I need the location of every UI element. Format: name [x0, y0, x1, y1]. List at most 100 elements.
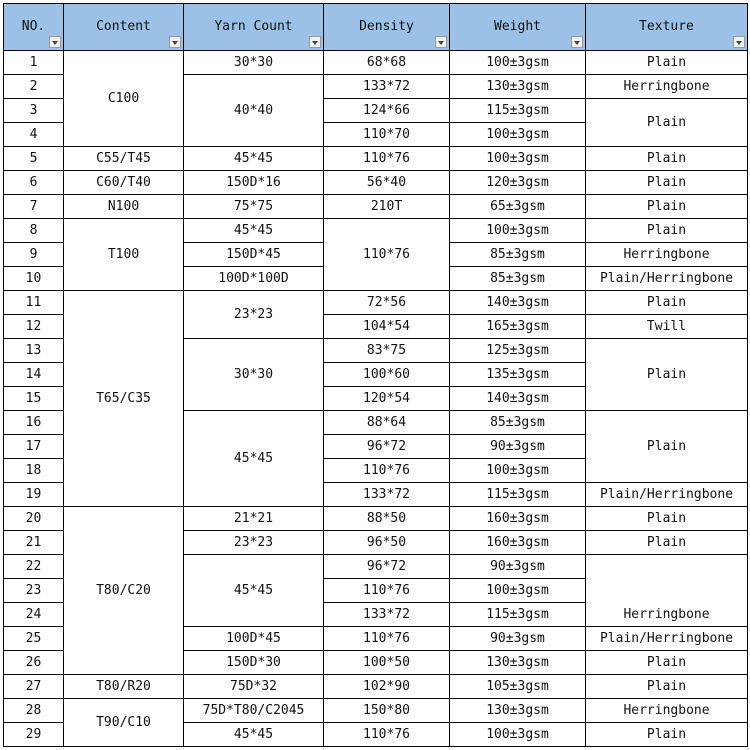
- cell-yarn-count[interactable]: 75*75: [183, 194, 324, 219]
- cell-density[interactable]: 83*75: [323, 338, 450, 363]
- filter-dropdown-icon[interactable]: [733, 36, 745, 48]
- cell-texture[interactable]: Herringbone: [585, 554, 748, 627]
- cell-texture[interactable]: Plain: [585, 146, 748, 171]
- cell-no[interactable]: 7: [3, 194, 64, 219]
- cell-texture[interactable]: Plain/Herringbone: [585, 266, 748, 291]
- cell-yarn-count[interactable]: 150D*30: [183, 650, 324, 675]
- cell-yarn-count[interactable]: 23*23: [183, 290, 324, 339]
- cell-content[interactable]: C100: [63, 50, 184, 147]
- cell-weight[interactable]: 130±3gsm: [449, 650, 586, 675]
- cell-density[interactable]: 110*76: [323, 146, 450, 171]
- cell-yarn-count[interactable]: 45*45: [183, 146, 324, 171]
- cell-weight[interactable]: 90±3gsm: [449, 554, 586, 579]
- cell-texture[interactable]: Herringbone: [585, 242, 748, 267]
- cell-weight[interactable]: 115±3gsm: [449, 602, 586, 627]
- cell-density[interactable]: 133*72: [323, 74, 450, 99]
- cell-weight[interactable]: 90±3gsm: [449, 434, 586, 459]
- cell-no[interactable]: 25: [3, 626, 64, 651]
- cell-yarn-count[interactable]: 21*21: [183, 506, 324, 531]
- cell-weight[interactable]: 115±3gsm: [449, 98, 586, 123]
- cell-density[interactable]: 56*40: [323, 170, 450, 195]
- cell-yarn-count[interactable]: 40*40: [183, 74, 324, 147]
- cell-no[interactable]: 20: [3, 506, 64, 531]
- cell-no[interactable]: 12: [3, 314, 64, 339]
- cell-weight[interactable]: 100±3gsm: [449, 722, 586, 747]
- cell-texture[interactable]: Plain: [585, 506, 748, 531]
- cell-density[interactable]: 96*50: [323, 530, 450, 555]
- cell-no[interactable]: 2: [3, 74, 64, 99]
- cell-content[interactable]: N100: [63, 194, 184, 219]
- cell-texture[interactable]: Twill: [585, 314, 748, 339]
- cell-density[interactable]: 210T: [323, 194, 450, 219]
- cell-no[interactable]: 4: [3, 122, 64, 147]
- cell-texture[interactable]: Plain: [585, 530, 748, 555]
- cell-texture[interactable]: Herringbone: [585, 698, 748, 723]
- cell-no[interactable]: 16: [3, 410, 64, 435]
- cell-weight[interactable]: 140±3gsm: [449, 290, 586, 315]
- cell-density[interactable]: 110*76: [323, 458, 450, 483]
- cell-weight[interactable]: 85±3gsm: [449, 410, 586, 435]
- cell-texture[interactable]: Plain: [585, 290, 748, 315]
- cell-density[interactable]: 120*54: [323, 386, 450, 411]
- cell-density[interactable]: 100*50: [323, 650, 450, 675]
- cell-density[interactable]: 133*72: [323, 602, 450, 627]
- cell-no[interactable]: 5: [3, 146, 64, 171]
- cell-weight[interactable]: 105±3gsm: [449, 674, 586, 699]
- cell-weight[interactable]: 130±3gsm: [449, 74, 586, 99]
- cell-no[interactable]: 10: [3, 266, 64, 291]
- cell-weight[interactable]: 135±3gsm: [449, 362, 586, 387]
- cell-no[interactable]: 17: [3, 434, 64, 459]
- cell-no[interactable]: 3: [3, 98, 64, 123]
- cell-yarn-count[interactable]: 100D*100D: [183, 266, 324, 291]
- cell-density[interactable]: 100*60: [323, 362, 450, 387]
- cell-yarn-count[interactable]: 30*30: [183, 338, 324, 411]
- cell-density[interactable]: 104*54: [323, 314, 450, 339]
- cell-texture[interactable]: Plain: [585, 338, 748, 411]
- cell-yarn-count[interactable]: 23*23: [183, 530, 324, 555]
- cell-density[interactable]: 88*64: [323, 410, 450, 435]
- cell-no[interactable]: 15: [3, 386, 64, 411]
- cell-texture[interactable]: Plain: [585, 98, 748, 147]
- cell-texture[interactable]: Plain: [585, 722, 748, 747]
- cell-no[interactable]: 23: [3, 578, 64, 603]
- cell-weight[interactable]: 100±3gsm: [449, 458, 586, 483]
- cell-yarn-count[interactable]: 150D*45: [183, 242, 324, 267]
- cell-weight[interactable]: 160±3gsm: [449, 530, 586, 555]
- cell-weight[interactable]: 100±3gsm: [449, 218, 586, 243]
- cell-no[interactable]: 29: [3, 722, 64, 747]
- cell-yarn-count[interactable]: 45*45: [183, 722, 324, 747]
- cell-texture[interactable]: Herringbone: [585, 74, 748, 99]
- cell-texture[interactable]: Plain: [585, 410, 748, 483]
- cell-content[interactable]: T80/C20: [63, 506, 184, 675]
- cell-no[interactable]: 1: [3, 50, 64, 75]
- cell-density[interactable]: 72*56: [323, 290, 450, 315]
- cell-no[interactable]: 11: [3, 290, 64, 315]
- cell-yarn-count[interactable]: 75D*T80/C2045: [183, 698, 324, 723]
- cell-weight[interactable]: 125±3gsm: [449, 338, 586, 363]
- cell-yarn-count[interactable]: 30*30: [183, 50, 324, 75]
- cell-weight[interactable]: 100±3gsm: [449, 122, 586, 147]
- cell-no[interactable]: 24: [3, 602, 64, 627]
- cell-yarn-count[interactable]: 45*45: [183, 218, 324, 243]
- cell-density[interactable]: 150*80: [323, 698, 450, 723]
- cell-texture[interactable]: Plain: [585, 50, 748, 75]
- filter-dropdown-icon[interactable]: [169, 36, 181, 48]
- cell-no[interactable]: 21: [3, 530, 64, 555]
- cell-content[interactable]: C60/T40: [63, 170, 184, 195]
- cell-texture[interactable]: Plain/Herringbone: [585, 482, 748, 507]
- cell-density[interactable]: 96*72: [323, 434, 450, 459]
- cell-no[interactable]: 26: [3, 650, 64, 675]
- filter-dropdown-icon[interactable]: [49, 36, 61, 48]
- cell-texture[interactable]: Plain: [585, 674, 748, 699]
- cell-no[interactable]: 9: [3, 242, 64, 267]
- cell-content[interactable]: T90/C10: [63, 698, 184, 747]
- cell-no[interactable]: 28: [3, 698, 64, 723]
- cell-no[interactable]: 6: [3, 170, 64, 195]
- cell-content[interactable]: C55/T45: [63, 146, 184, 171]
- cell-texture[interactable]: Plain: [585, 218, 748, 243]
- cell-density[interactable]: 110*70: [323, 122, 450, 147]
- cell-density[interactable]: 110*76: [323, 722, 450, 747]
- cell-no[interactable]: 19: [3, 482, 64, 507]
- cell-density[interactable]: 110*76: [323, 626, 450, 651]
- cell-content[interactable]: T100: [63, 218, 184, 291]
